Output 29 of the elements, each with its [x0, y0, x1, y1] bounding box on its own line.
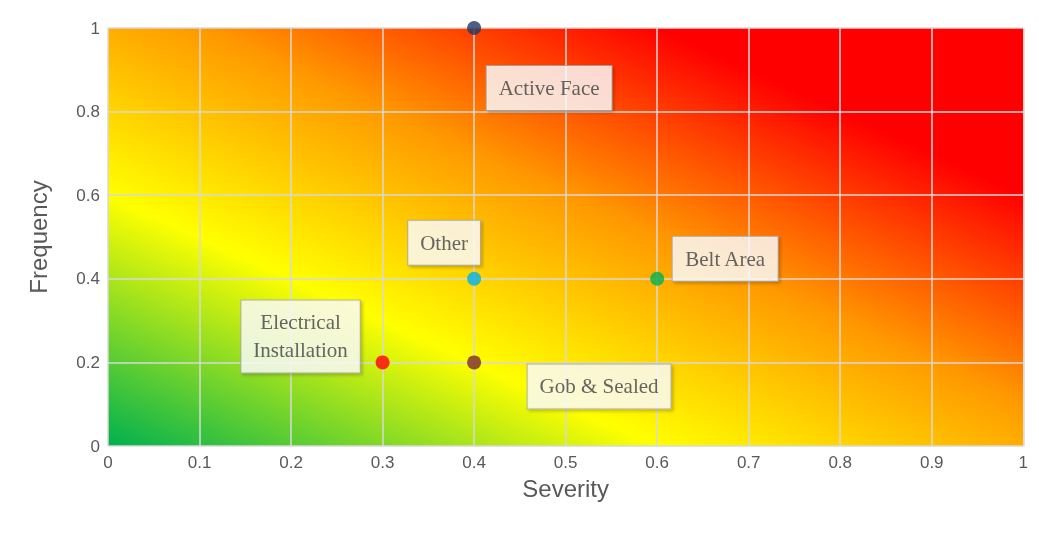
x-tick-label: 0.4	[462, 453, 486, 472]
point	[375, 355, 390, 370]
y-axis-title: Frequency	[24, 180, 52, 294]
x-tick-label: 1	[1018, 453, 1029, 472]
x-tick-label: 0.6	[645, 453, 669, 472]
text: Gob & Sealed	[539, 374, 660, 399]
x-tick-label: 0.2	[279, 453, 303, 472]
x-tick-label: 0.5	[553, 453, 578, 472]
text: Active Face	[498, 76, 600, 100]
x-tick-label: 0.9	[919, 453, 944, 472]
series-label: Electrical Installation	[253, 310, 349, 363]
x-tick-label: 0.7	[736, 453, 761, 472]
point	[467, 355, 482, 370]
point	[467, 271, 482, 286]
y-tick-label: 1	[90, 18, 100, 38]
series-label: Belt Area	[685, 246, 766, 271]
y-tick-label: 0	[90, 436, 100, 456]
x-axis-title: Severity	[522, 474, 609, 502]
x-tick-label: 0.8	[828, 453, 853, 472]
x-tick-label: 0	[103, 453, 113, 472]
series-label: Other	[420, 230, 469, 255]
y-tick-label: 0.4	[76, 269, 100, 289]
point	[650, 271, 665, 286]
y-tick-label: 0.8	[76, 102, 100, 122]
x-tick-label: 0.3	[370, 453, 395, 472]
point	[467, 21, 482, 35]
y-tick-label: 0.2	[76, 352, 100, 372]
x-tick-label: 0.1	[187, 453, 212, 472]
y-tick-label: 0.6	[76, 185, 100, 205]
